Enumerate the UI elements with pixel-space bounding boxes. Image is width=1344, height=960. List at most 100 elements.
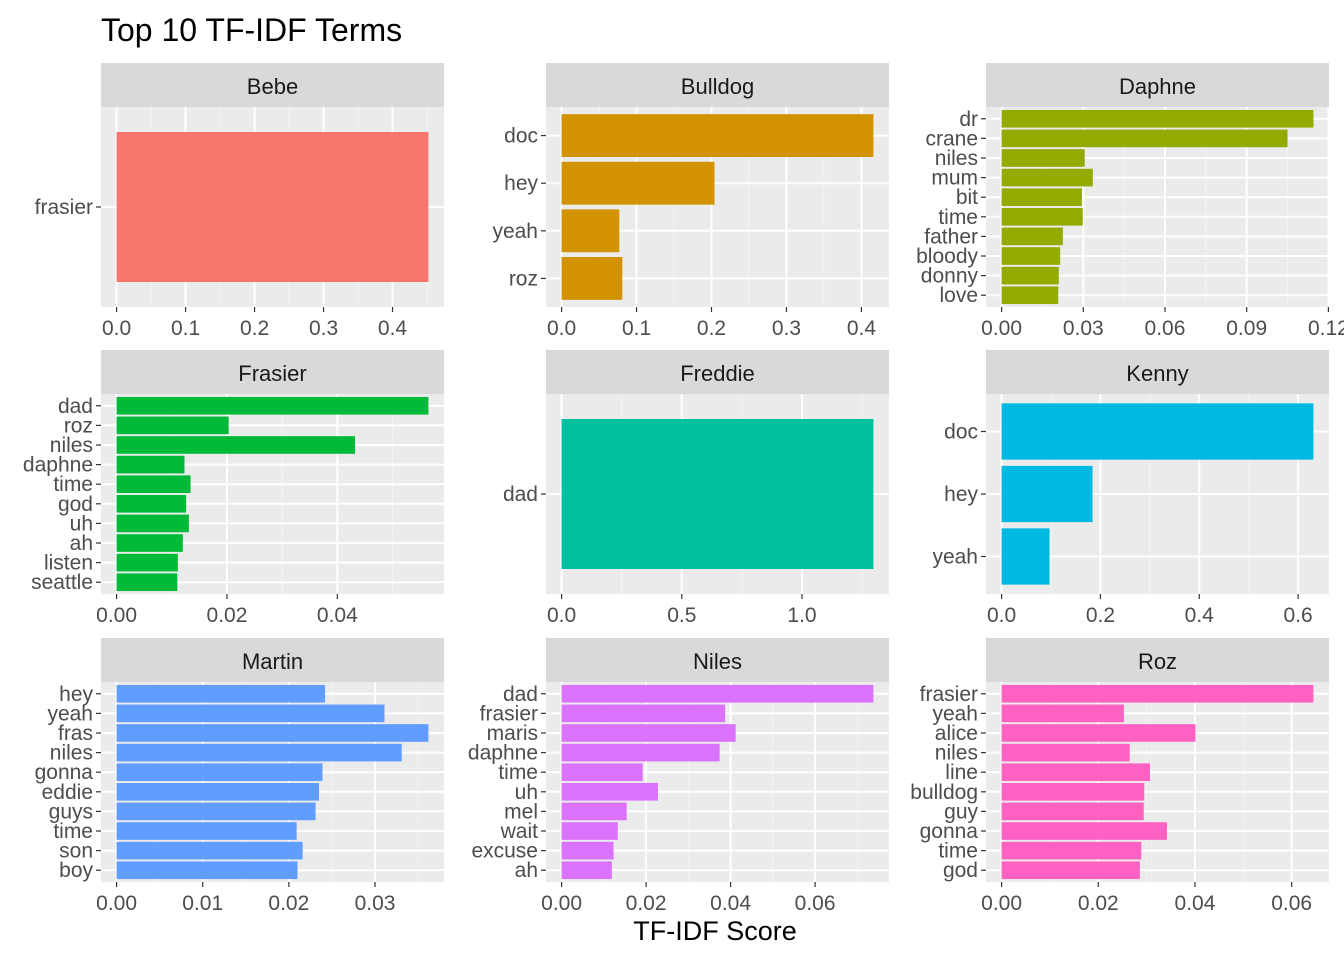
y-tick-label-bulldog-doc: doc	[504, 125, 538, 148]
y-tick-label-frasier-ah: ah	[70, 532, 93, 555]
facet-bulldog: Bulldog doc hey yeah roz 0.0 0.1 0.2 0.3 0.4	[492, 63, 889, 340]
x-tick-label-martin: 0.02	[268, 892, 309, 915]
bar-daphne-father	[1001, 227, 1063, 246]
y-tick-label-niles-maris: maris	[487, 722, 538, 745]
x-tick-label-bebe: 0.2	[240, 317, 269, 340]
bar-frasier-seattle	[116, 573, 178, 592]
y-tick-label-kenny-hey: hey	[944, 483, 978, 506]
y-tick-label-daphne-crane: crane	[925, 127, 978, 150]
facet-strip-niles	[546, 638, 889, 682]
bar-frasier-time	[116, 475, 191, 494]
facet-strip-roz	[986, 638, 1329, 682]
bar-daphne-niles	[1001, 149, 1085, 167]
bar-frasier-dad	[116, 396, 429, 415]
bar-daphne-donny	[1001, 266, 1059, 285]
facet-martin: Martin heyyeahfrasnilesgonnaeddieguystime…	[35, 638, 444, 915]
y-tick-label-roz-bulldog: bulldog	[910, 781, 978, 804]
x-tick-label-martin: 0.01	[182, 892, 223, 915]
bar-bebe-frasier	[116, 132, 429, 282]
bar-kenny-hey	[1001, 465, 1093, 523]
x-tick-label-daphne: 0.03	[1063, 317, 1104, 340]
y-tick-label-daphne-time: time	[938, 206, 978, 229]
bar-roz-gonna	[1001, 822, 1167, 840]
y-tick-label-niles-ah: ah	[515, 859, 538, 882]
facet-frasier: Frasier dadroznilesdaphnetimegoduhahliste…	[23, 350, 444, 627]
facet-strip-bebe	[101, 63, 444, 107]
bar-roz-guy	[1001, 802, 1144, 821]
y-tick-label-niles-time: time	[498, 761, 538, 784]
bar-niles-dad	[561, 684, 874, 703]
y-tick-label-roz-gonna: gonna	[920, 820, 979, 843]
bar-frasier-listen	[116, 553, 178, 572]
x-tick-label-daphne: 0.12	[1308, 317, 1344, 340]
x-tick-label-kenny: 0.4	[1185, 604, 1215, 627]
x-tick-label-daphne: 0.06	[1145, 317, 1186, 340]
bar-niles-maris	[561, 724, 736, 742]
bar-bulldog-yeah	[561, 209, 620, 253]
y-tick-label-kenny-yeah: yeah	[932, 546, 978, 569]
x-axis-label: TF-IDF Score	[633, 916, 797, 946]
bar-daphne-time	[1001, 207, 1083, 226]
y-tick-label-frasier-god: god	[58, 493, 93, 516]
y-tick-label-daphne-niles: niles	[935, 147, 978, 170]
bar-frasier-ah	[116, 534, 183, 552]
chart-title: Top 10 TF-IDF Terms	[101, 12, 402, 48]
x-tick-label-bebe: 0.0	[102, 317, 131, 340]
x-tick-label-kenny: 0.6	[1283, 604, 1312, 627]
bar-bulldog-hey	[561, 161, 715, 205]
x-tick-label-freddie: 1.0	[787, 604, 816, 627]
bar-roz-niles	[1001, 743, 1130, 762]
y-tick-label-roz-line: line	[945, 761, 978, 784]
y-tick-label-daphne-dr: dr	[959, 108, 978, 131]
x-tick-label-frasier: 0.02	[207, 604, 248, 627]
x-tick-label-bulldog: 0.2	[697, 317, 726, 340]
bar-niles-time	[561, 763, 643, 782]
y-tick-label-daphne-bit: bit	[956, 186, 978, 209]
y-tick-label-martin-son: son	[59, 840, 93, 863]
x-tick-label-roz: 0.04	[1175, 892, 1216, 915]
x-tick-label-bulldog: 0.4	[847, 317, 877, 340]
facet-niles: Niles dadfrasiermarisdaphnetimeuhmelwaite…	[468, 638, 889, 915]
x-tick-label-daphne: 0.09	[1226, 317, 1267, 340]
bar-daphne-crane	[1001, 129, 1288, 148]
bar-roz-line	[1001, 763, 1151, 782]
x-tick-label-bebe: 0.3	[309, 317, 338, 340]
facet-strip-label-frasier: Frasier	[238, 361, 306, 386]
facet-freddie: Freddie dad 0.0 0.5 1.0	[503, 350, 889, 627]
x-tick-label-freddie: 0.5	[667, 604, 696, 627]
x-tick-label-freddie: 0.0	[547, 604, 576, 627]
facet-strip-frasier	[101, 350, 444, 394]
facet-strip-bulldog	[546, 63, 889, 107]
x-tick-label-bulldog: 0.1	[622, 317, 651, 340]
x-tick-label-kenny: 0.0	[987, 604, 1016, 627]
y-tick-label-roz-alice: alice	[935, 722, 978, 745]
bar-bulldog-roz	[561, 257, 623, 300]
y-tick-label-frasier-listen: listen	[44, 552, 93, 575]
y-tick-label-martin-fras: fras	[58, 722, 93, 745]
bar-martin-hey	[116, 684, 326, 703]
y-tick-label-frasier-niles: niles	[50, 434, 93, 457]
y-tick-label-bulldog-roz: roz	[509, 267, 538, 290]
bar-martin-eddie	[116, 782, 320, 801]
y-tick-label-bulldog-yeah: yeah	[492, 220, 538, 243]
y-tick-label-daphne-love: love	[939, 284, 978, 307]
bar-niles-excuse	[561, 841, 614, 860]
x-tick-label-bulldog: 0.3	[772, 317, 801, 340]
facet-kenny: Kenny doc hey yeah 0.0 0.2 0.4 0.6	[932, 350, 1329, 627]
bar-frasier-god	[116, 494, 187, 513]
x-tick-label-martin: 0.03	[355, 892, 396, 915]
x-tick-label-roz: 0.06	[1271, 892, 1312, 915]
y-tick-label-niles-uh: uh	[515, 781, 538, 804]
bar-niles-mel	[561, 802, 627, 821]
bar-martin-fras	[116, 724, 429, 742]
bar-frasier-uh	[116, 514, 189, 533]
x-tick-label-frasier: 0.04	[317, 604, 358, 627]
y-tick-label-martin-eddie: eddie	[42, 781, 93, 804]
y-tick-label-bebe-frasier: frasier	[35, 196, 93, 219]
x-tick-label-martin: 0.00	[96, 892, 137, 915]
facet-strip-label-freddie: Freddie	[680, 361, 755, 386]
x-tick-label-niles: 0.02	[626, 892, 667, 915]
bar-roz-yeah	[1001, 704, 1124, 723]
